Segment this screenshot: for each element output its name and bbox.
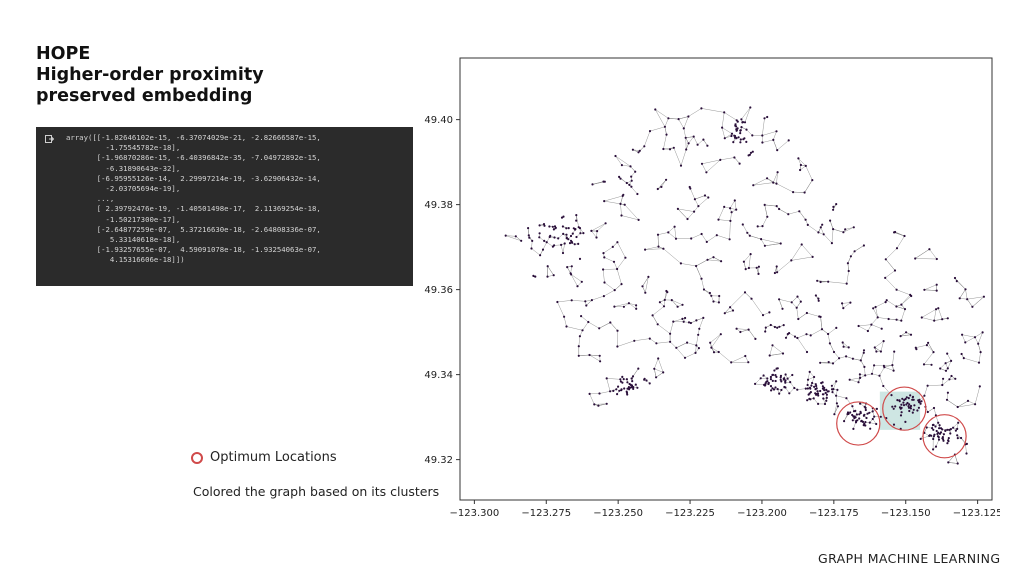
optimum-location-circle (882, 386, 927, 431)
map-chart: −123.300 −123.275 −123.250 −123.225 −123.200… (424, 57, 1000, 519)
x-tick-label: −123.225 (665, 508, 715, 519)
code-line: -6.31890643e-32], (66, 163, 181, 173)
code-line: array([[-1.82646102e-15, -6.37074029e-21… (66, 133, 321, 142)
y-tick-label: 49.40 (424, 115, 453, 126)
code-line: ..., (66, 194, 115, 204)
x-tick-label: −123.125 (953, 508, 1000, 519)
output-icon[interactable] (45, 135, 54, 143)
code-line: -1.75545782e-18], (66, 143, 181, 153)
optimum-location-circle (922, 414, 967, 459)
code-line: -1.50217300e-17], (66, 214, 181, 224)
x-tick-label: −123.175 (809, 508, 859, 519)
y-tick-label: 49.32 (424, 455, 453, 466)
code-line: -2.03705694e-19], (66, 183, 181, 193)
x-tick-label: −123.250 (593, 508, 643, 519)
code-line: [-2.64877259e-07, 5.37216630e-18, -2.648… (66, 224, 321, 234)
optimum-location-circle (836, 401, 881, 446)
legend: Optimum Locations (191, 450, 337, 465)
code-line: 5.33140618e-18], (66, 234, 181, 244)
footer-text: GRAPH MACHINE LEARNING (818, 551, 1001, 566)
slide-title-line: HOPE (36, 44, 91, 64)
y-tick-label: 49.36 (424, 285, 453, 296)
code-line: [-1.93257655e-07, 4.59091078e-18, -1.932… (66, 245, 321, 255)
code-output-panel: array([[-1.82646102e-15, -6.37074029e-21… (36, 127, 413, 286)
code-line: [ 2.39792476e-19, -1.40501498e-17, 2.113… (66, 204, 321, 214)
x-tick-label: −123.275 (521, 508, 571, 519)
slide-title-line: Higher-order proximity (36, 65, 264, 85)
legend-label: Optimum Locations (210, 450, 337, 465)
optimum-location-marker-icon (191, 451, 203, 464)
x-tick-label: −123.200 (737, 508, 787, 519)
plot-frame (459, 57, 993, 501)
graph-nodes (504, 106, 985, 465)
x-tick-label: −123.300 (450, 508, 500, 519)
y-tick-label: 49.34 (424, 370, 453, 381)
caption-text: Colored the graph based on its clusters (193, 484, 440, 499)
code-line: [-6.95955126e-14, 2.29997214e-19, -3.629… (66, 173, 321, 183)
slide-title-line: preserved embedding (36, 86, 253, 106)
x-tick-label: −123.150 (881, 508, 931, 519)
code-line: [-1.96870286e-15, -6.40396842e-35, -7.04… (66, 153, 321, 163)
slide-title: HOPE Higher-order proximity preserved em… (36, 44, 336, 107)
code-line: 4.15316606e-18]]) (66, 255, 185, 265)
code-output-text: array([[-1.82646102e-15, -6.37074029e-21… (66, 133, 321, 265)
y-tick-label: 49.38 (424, 200, 453, 211)
